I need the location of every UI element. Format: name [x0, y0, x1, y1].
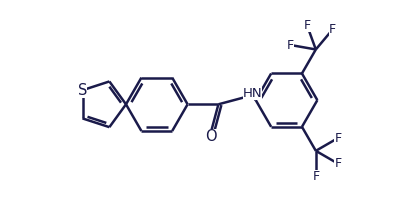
Text: F: F: [303, 19, 310, 32]
Text: F: F: [311, 170, 319, 183]
Text: F: F: [334, 131, 341, 144]
Text: F: F: [286, 39, 294, 52]
Text: F: F: [334, 157, 341, 170]
Text: HN: HN: [242, 88, 262, 101]
Text: S: S: [78, 83, 87, 98]
Text: F: F: [328, 23, 335, 36]
Text: O: O: [205, 129, 217, 144]
